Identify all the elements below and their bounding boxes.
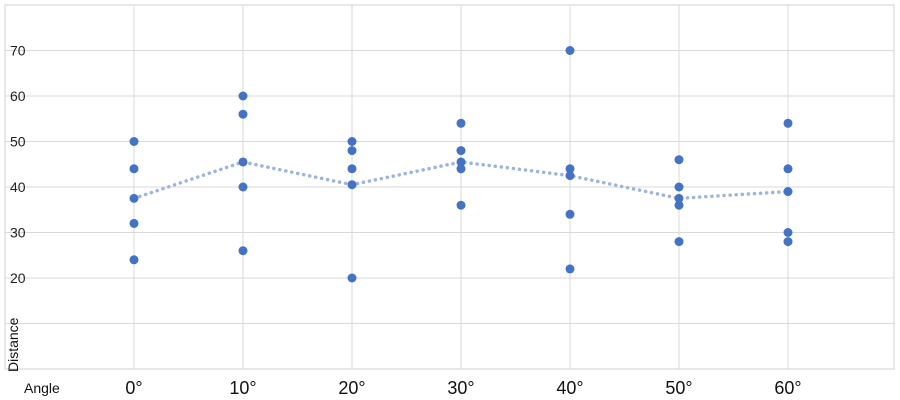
data-point xyxy=(129,255,139,265)
data-point xyxy=(238,91,248,101)
data-point xyxy=(674,193,684,203)
data-point xyxy=(456,164,466,174)
data-point xyxy=(129,218,139,228)
data-point xyxy=(783,118,793,128)
data-point xyxy=(674,237,684,247)
data-point xyxy=(456,157,466,167)
data-point xyxy=(238,109,248,119)
data-point xyxy=(129,193,139,203)
x-tick-labels: 0° 10° 20° 30° 40° 50° 60° xyxy=(125,378,801,398)
data-point xyxy=(347,137,357,146)
data-point xyxy=(129,164,139,174)
data-point xyxy=(238,182,248,192)
data-point xyxy=(347,164,357,174)
y-tick-label: 30 xyxy=(10,225,26,241)
data-point xyxy=(456,118,466,128)
data-point xyxy=(674,155,684,165)
x-tick-label: 30° xyxy=(447,378,474,398)
data-point xyxy=(783,164,793,174)
x-tick-label: 50° xyxy=(665,378,692,398)
y-axis-title: Distance xyxy=(5,317,21,372)
data-point xyxy=(674,182,684,192)
data-point xyxy=(783,237,793,247)
data-point xyxy=(565,164,575,174)
scatter-points xyxy=(129,46,793,283)
x-tick-label: 0° xyxy=(125,378,142,398)
data-point xyxy=(238,246,248,256)
y-tick-label: 40 xyxy=(10,179,26,195)
x-tick-label: 60° xyxy=(774,378,801,398)
x-tick-label: 10° xyxy=(229,378,256,398)
data-point xyxy=(347,273,357,283)
data-point xyxy=(456,200,466,210)
data-point xyxy=(565,46,575,55)
x-axis-title: Angle xyxy=(24,380,60,396)
data-point xyxy=(783,228,793,237)
y-tick-label: 60 xyxy=(10,88,26,104)
data-point xyxy=(456,146,466,156)
data-point xyxy=(129,137,139,146)
y-tick-label: 50 xyxy=(10,134,26,150)
data-point xyxy=(565,209,575,219)
horizontal-gridlines xyxy=(5,50,894,324)
data-point xyxy=(238,157,248,167)
y-tick-label: 20 xyxy=(10,270,26,286)
data-point xyxy=(674,200,684,210)
data-point xyxy=(783,187,793,197)
data-point xyxy=(565,171,575,181)
data-point xyxy=(347,180,357,190)
data-point xyxy=(565,264,575,274)
data-point xyxy=(347,146,357,156)
x-tick-label: 20° xyxy=(338,378,365,398)
y-tick-labels: 20 30 40 50 60 70 xyxy=(10,43,26,287)
x-tick-label: 40° xyxy=(556,378,583,398)
y-tick-label: 70 xyxy=(10,43,26,59)
